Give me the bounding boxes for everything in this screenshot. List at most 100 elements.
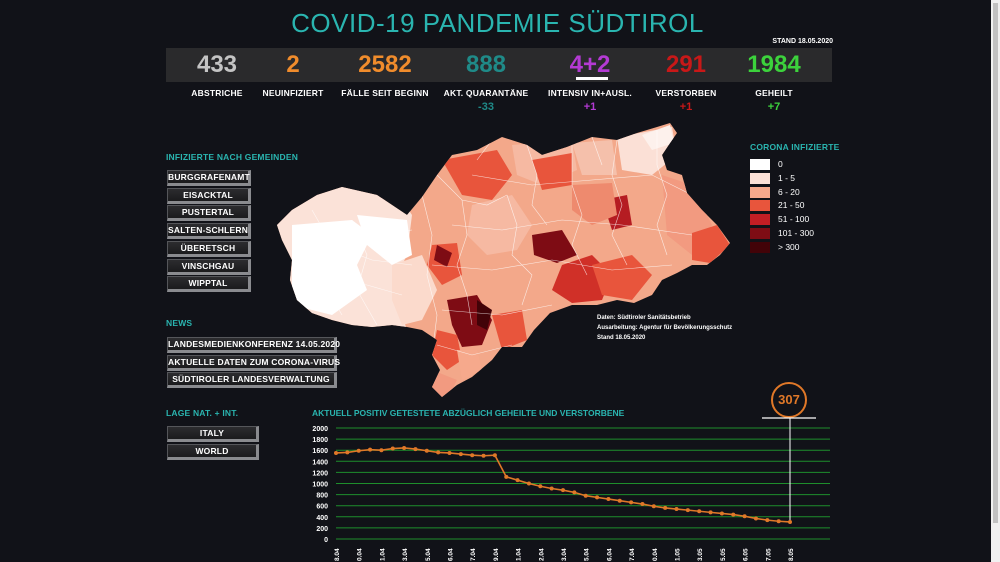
legend-swatch [750,228,770,239]
stat-delta-intensiv: +1 [583,101,597,113]
south-tyrol-map[interactable] [272,115,737,400]
legend-label: 0 [778,159,783,169]
data-point [617,498,622,503]
legend-label: 1 - 5 [778,172,796,183]
stat-label-quarantaene: AKT. QUARANTÄNE [443,88,529,98]
lage-button-0[interactable]: ITALY [167,426,259,442]
chart-title: AKTUELL POSITIV GETESTETE ABZÜGLICH GEHE… [312,408,625,418]
data-point [719,511,724,516]
data-point [345,450,350,455]
stat-value-faelle: 2582 [358,51,412,78]
source-line-ausarbeitung: Ausarbeitung: Agentur für Bevölkerungssc… [597,325,733,331]
page-title: COVID-19 PANDEMIE SÜDTIROL [291,8,704,38]
y-tick-label: 400 [316,515,328,522]
y-tick-label: 2000 [312,426,328,433]
series-line [335,447,791,523]
x-tick-label: 3.05 [697,548,704,561]
legend-swatch [750,172,770,184]
y-tick-label: 800 [316,493,328,500]
stat-label-geheilt: GEHEILT [755,88,793,98]
x-tick-label: 5.04 [425,548,432,561]
x-tick-label: 7.04 [470,548,477,561]
data-point [606,497,611,502]
x-tick-label: 2.04 [538,548,545,561]
stat-label-neuinfiziert: NEUINFIZIERT [262,88,324,98]
x-tick-label: 6.05 [743,548,750,561]
legend-label: 101 - 300 [778,228,814,238]
stat-value-intensiv: 4+2 [569,51,611,78]
stat-value-geheilt: 1984 [747,51,801,78]
stat-label-intensiv: INTENSIV IN+AUSL. [548,88,632,98]
legend-swatch [750,241,770,253]
stat-value-verstorben: 291 [665,51,707,78]
data-point [424,448,429,453]
data-point [731,512,736,517]
y-tick-label: 1800 [312,437,328,444]
data-point [629,500,634,505]
scrollbar-thumb[interactable] [993,3,998,523]
data-point [526,481,531,486]
gemeinde-button-0[interactable]: BURGGRAFENAMT [167,170,251,186]
current-value-badge: 307 [771,382,807,418]
gemeinde-button-3[interactable]: SALTEN-SCHLERN [167,223,251,240]
y-tick-label: 200 [316,526,328,533]
data-point [742,514,747,519]
y-tick-label: 1600 [312,448,328,455]
gemeinde-button-5[interactable]: VINSCHGAU [167,258,251,275]
y-tick-label: 1200 [312,470,328,477]
x-tick-label: 1.04 [379,548,386,561]
data-point [458,452,463,457]
data-point [481,453,486,458]
data-point [504,474,509,479]
stat-value-neuinfiziert: 2 [286,51,300,78]
data-point [390,446,395,451]
data-point [572,490,577,495]
news-button-1[interactable]: AKTUELLE DATEN ZUM CORONA-VIRUS [167,354,340,371]
lage-heading: LAGE NAT. + INT. [166,408,239,418]
data-point [663,505,668,510]
legend-swatch [750,186,770,198]
stat-delta-verstorben: +1 [679,101,693,113]
data-point [334,450,338,455]
data-point [402,445,407,450]
data-point [447,450,452,455]
y-tick-label: 0 [324,537,328,544]
x-tick-label: 8.04 [334,548,341,561]
gemeinde-button-2[interactable]: PUSTERTAL [167,205,251,222]
legend-label: 21 - 50 [778,200,805,211]
data-point [595,495,600,500]
stat-label-abstriche: ABSTRICHE [191,88,243,98]
news-button-0[interactable]: LANDESMEDIENKONFERENZ 14.05.2020 [167,337,340,353]
data-point [492,453,497,458]
active-cases-chart: 0 200 400 600 800 1000 1200 1400 1600 1800 2000 8.0… [312,417,830,561]
x-tick-label: 3.04 [561,548,568,561]
data-point [470,453,475,458]
news-heading: NEWS [166,318,193,328]
stat-value-abstriche: 433 [196,51,238,78]
gemeinde-button-1[interactable]: EISACKTAL [167,187,251,204]
data-point [538,484,543,489]
y-tick-label: 600 [316,504,328,511]
x-tick-label: 3.04 [402,548,409,561]
legend-swatch [750,214,770,226]
y-tick-label: 1000 [312,482,328,489]
data-point [640,502,645,507]
data-point [788,519,792,524]
x-tick-label: 6.04 [606,548,613,561]
news-button-2[interactable]: SÜDTIROLER LANDESVERWALTUNG [167,372,337,388]
x-tick-label: 9.04 [493,548,500,561]
lage-button-1[interactable]: WORLD [167,444,259,460]
x-tick-label: 5.04 [584,548,591,561]
stat-delta-quarantaene: -33 [478,101,494,113]
stat-label-faelle: FÄLLE SEIT BEGINN [341,88,429,98]
data-point [413,447,418,452]
data-point [651,504,656,509]
stat-value-quarantaene: 888 [465,51,507,78]
gemeinde-button-6[interactable]: WIPPTAL [167,276,251,293]
x-tick-label: 0.04 [652,548,659,561]
data-point [697,509,702,514]
gemeinde-button-4[interactable]: ÜBERETSCH [167,240,251,257]
legend-title: CORONA INFIZIERTE [750,142,840,152]
legend-label: 6 - 20 [778,186,800,197]
x-tick-label: 5.05 [720,548,727,561]
